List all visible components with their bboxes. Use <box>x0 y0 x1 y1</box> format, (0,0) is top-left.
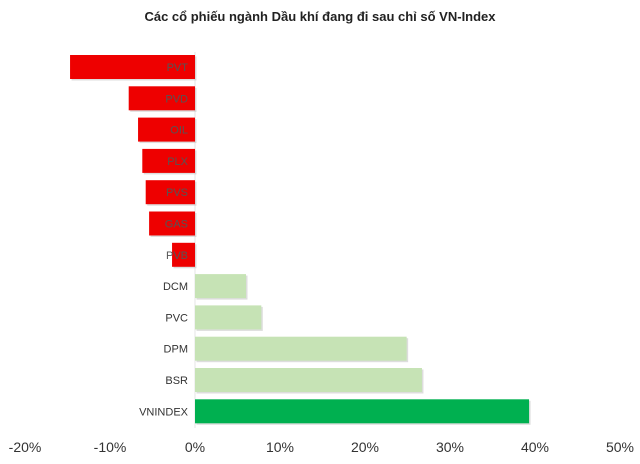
category-label: PVS <box>166 187 188 199</box>
x-tick-label: 50% <box>606 439 634 455</box>
bar-pvt <box>70 55 195 79</box>
bar-gas <box>149 211 195 236</box>
bar-bsr <box>195 368 422 392</box>
x-tick-label: 10% <box>266 439 294 455</box>
category-label: PVT <box>167 62 189 74</box>
category-label: GAS <box>165 219 188 231</box>
bar-pvd <box>128 86 195 111</box>
category-label: PVC <box>165 312 188 324</box>
bar-pvc <box>195 305 262 330</box>
x-tick-label: 40% <box>521 439 549 455</box>
x-tick-label: 0% <box>185 439 205 455</box>
category-label: PLX <box>167 156 188 168</box>
category-label: DCM <box>163 281 188 293</box>
category-label: BSR <box>165 375 188 387</box>
x-tick-label: 30% <box>436 439 464 455</box>
bar-dcm <box>195 274 246 299</box>
category-label: PVB <box>166 250 188 262</box>
category-label: PVD <box>165 93 188 105</box>
x-tick-label: 20% <box>351 439 379 455</box>
x-tick-label: -20% <box>9 439 42 455</box>
x-tick-label: -10% <box>94 439 127 455</box>
category-label: VNINDEX <box>139 406 189 418</box>
bar-pvs <box>145 180 195 205</box>
bar-vnindex <box>195 399 530 424</box>
bar-dpm <box>195 336 407 361</box>
category-label: DPM <box>164 344 188 356</box>
category-label: OIL <box>170 125 188 137</box>
bar-oil <box>138 117 195 142</box>
bar-plx <box>142 148 195 173</box>
bar-pvb <box>172 242 195 267</box>
chart-title: Các cổ phiếu ngành Dầu khí đang đi sau c… <box>144 9 496 24</box>
